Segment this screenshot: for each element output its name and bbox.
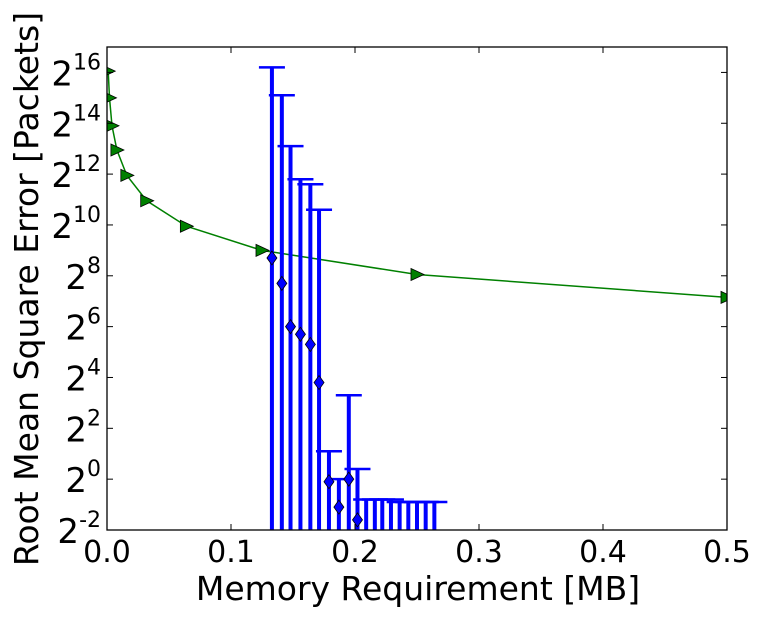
data-point	[720, 290, 727, 305]
data-point	[386, 533, 396, 547]
y-tick-base: 2	[51, 54, 73, 94]
data-point	[285, 318, 297, 335]
y-tick-exponent: 6	[87, 305, 101, 330]
y-tick-base: 2	[65, 410, 87, 450]
y-axis-label: Root Mean Square Error [Packets]	[7, 12, 46, 566]
x-tick-label: 0.1	[207, 535, 255, 570]
x-tick-label: 0.3	[455, 535, 503, 570]
y-tick-label: 20	[65, 457, 101, 501]
data-point	[120, 168, 135, 183]
y-tick-label: 28	[65, 254, 101, 298]
chart-marks	[107, 66, 727, 547]
data-point	[395, 533, 405, 547]
x-tick-label: 0.5	[703, 535, 751, 570]
data-point	[107, 93, 118, 103]
x-tick-label: 0.2	[331, 535, 379, 570]
data-point	[421, 533, 431, 547]
y-tick-exponent: 10	[73, 203, 101, 228]
data-point	[179, 219, 195, 233]
data-point	[412, 533, 422, 547]
data-point	[255, 243, 270, 257]
y-tick-label: 22	[65, 406, 101, 450]
y-tick-label: 26	[65, 305, 101, 349]
x-tick-label: 0.4	[579, 535, 627, 570]
y-tick-base: 2	[65, 359, 87, 399]
data-point	[313, 374, 325, 391]
y-tick-label: 210	[51, 203, 101, 247]
y-tick-base: 2	[65, 258, 87, 298]
plot-frame	[106, 46, 728, 531]
y-tick-exponent: 14	[73, 101, 101, 126]
y-tick-base: 2	[51, 156, 73, 196]
y-tick-label: 212	[51, 152, 101, 196]
data-point	[266, 250, 278, 266]
y-tick-exponent: 4	[87, 355, 101, 380]
data-point	[276, 275, 288, 292]
data-point	[343, 471, 355, 487]
y-tick-exponent: 16	[73, 50, 101, 75]
y-tick-label: 24	[65, 355, 101, 399]
data-point	[323, 474, 335, 490]
axis-ticks: 0.0 0.1 0.2 0.3 0.4 0.52-22022242628210212214…	[51, 47, 751, 570]
data-point	[333, 499, 345, 515]
data-point	[403, 533, 413, 547]
y-tick-exponent: 2	[87, 406, 101, 431]
y-tick-base: 2	[57, 512, 79, 552]
x-axis-label: Memory Requirement [MB]	[196, 569, 640, 608]
y-tick-exponent: -2	[79, 508, 101, 533]
y-tick-exponent: 12	[73, 152, 101, 177]
data-point	[351, 512, 363, 528]
y-tick-exponent: 8	[87, 254, 101, 279]
y-tick-base: 2	[65, 461, 87, 501]
data-point	[294, 326, 306, 342]
y-tick-label: 214	[51, 101, 101, 145]
y-tick-base: 2	[65, 309, 87, 349]
x-tick-label: 0.0	[83, 535, 131, 570]
y-tick-base: 2	[51, 207, 73, 247]
y-tick-label: 2-2	[57, 508, 101, 552]
y-tick-base: 2	[51, 105, 73, 145]
data-point	[110, 143, 125, 157]
data-point	[429, 533, 439, 547]
data-point	[107, 66, 117, 76]
data-point	[140, 194, 155, 208]
y-tick-exponent: 0	[87, 457, 101, 482]
data-point	[410, 267, 425, 282]
data-point	[304, 336, 316, 353]
y-tick-label: 216	[51, 50, 101, 94]
series-line	[107, 71, 727, 299]
plot-area	[107, 66, 727, 547]
